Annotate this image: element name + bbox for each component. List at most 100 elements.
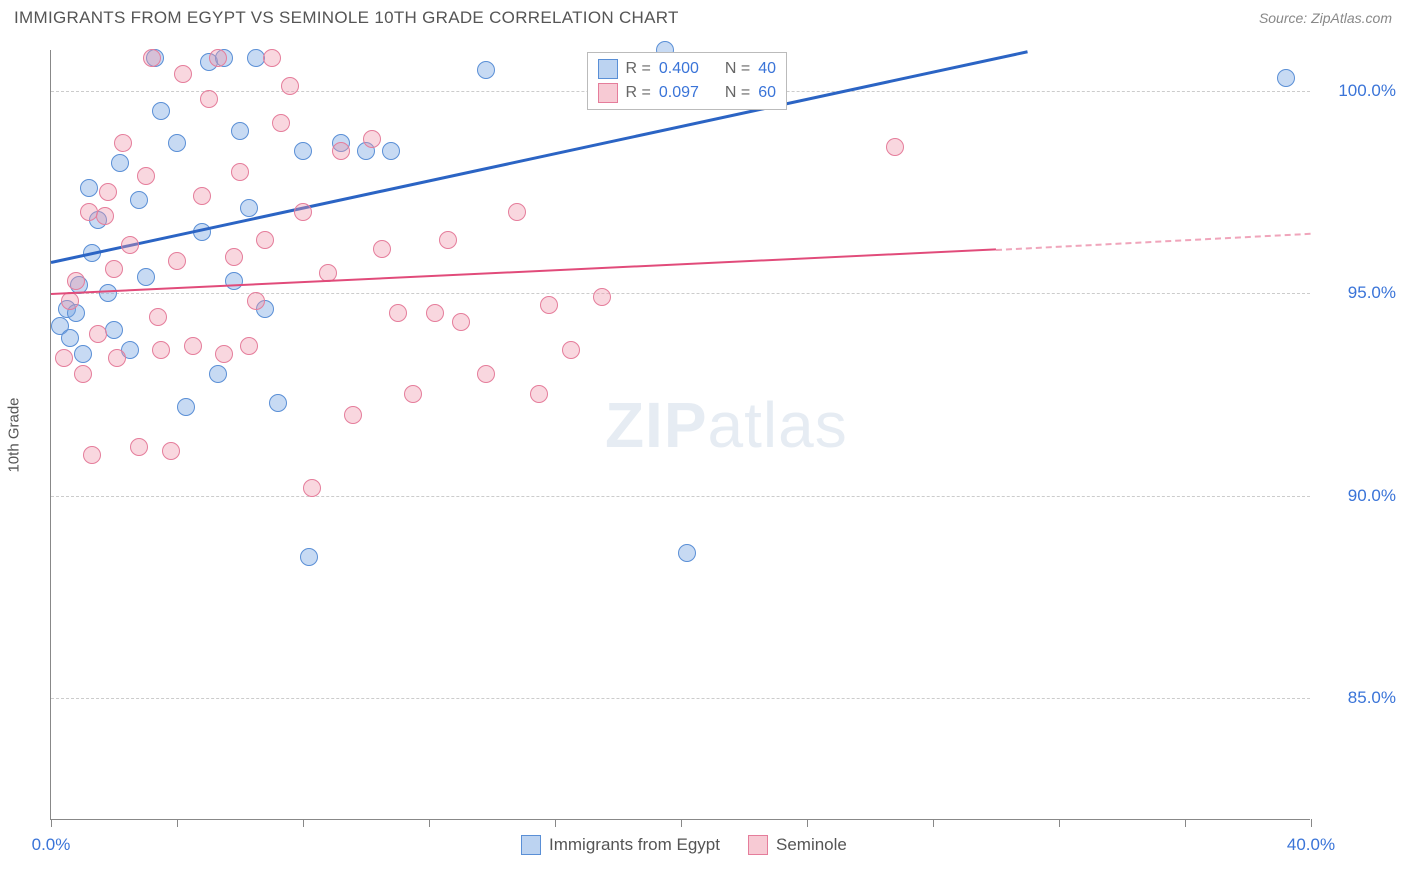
- data-point: [130, 191, 148, 209]
- trend-line-dash: [996, 232, 1311, 250]
- x-tick: [807, 819, 808, 827]
- data-point: [363, 130, 381, 148]
- data-point: [111, 154, 129, 172]
- legend-swatch: [521, 835, 541, 855]
- legend-label: Immigrants from Egypt: [549, 835, 720, 855]
- data-point: [137, 167, 155, 185]
- y-axis-label: 10th Grade: [6, 397, 23, 472]
- data-point: [240, 337, 258, 355]
- data-point: [184, 337, 202, 355]
- data-point: [99, 183, 117, 201]
- n-value: 60: [758, 81, 776, 105]
- data-point: [168, 252, 186, 270]
- data-point: [149, 308, 167, 326]
- data-point: [272, 114, 290, 132]
- x-tick: [555, 819, 556, 827]
- trend-line: [51, 50, 1028, 264]
- x-tick: [51, 819, 52, 827]
- data-point: [263, 49, 281, 67]
- watermark: ZIPatlas: [605, 388, 848, 462]
- data-point: [80, 179, 98, 197]
- data-point: [174, 65, 192, 83]
- n-label: N =: [725, 81, 750, 105]
- data-point: [108, 349, 126, 367]
- data-point: [74, 365, 92, 383]
- data-point: [344, 406, 362, 424]
- data-point: [247, 292, 265, 310]
- y-tick-label: 85.0%: [1348, 688, 1396, 708]
- data-point: [426, 304, 444, 322]
- data-point: [300, 548, 318, 566]
- data-point: [382, 142, 400, 160]
- data-point: [508, 203, 526, 221]
- r-label: R =: [626, 57, 651, 81]
- watermark-zip: ZIP: [605, 389, 708, 461]
- x-tick: [1059, 819, 1060, 827]
- x-tick: [681, 819, 682, 827]
- legend-swatch: [748, 835, 768, 855]
- x-tick-label: 0.0%: [32, 835, 71, 855]
- legend-swatch: [598, 83, 618, 103]
- data-point: [303, 479, 321, 497]
- data-point: [281, 77, 299, 95]
- x-tick: [1311, 819, 1312, 827]
- r-value: 0.097: [659, 81, 699, 105]
- data-point: [593, 288, 611, 306]
- data-point: [477, 365, 495, 383]
- data-point: [143, 49, 161, 67]
- data-point: [61, 329, 79, 347]
- source-label: Source: ZipAtlas.com: [1259, 10, 1392, 26]
- x-tick: [177, 819, 178, 827]
- data-point: [294, 203, 312, 221]
- legend-swatch: [598, 59, 618, 79]
- data-point: [562, 341, 580, 359]
- data-point: [121, 236, 139, 254]
- x-tick: [303, 819, 304, 827]
- data-point: [177, 398, 195, 416]
- data-point: [105, 260, 123, 278]
- data-point: [96, 207, 114, 225]
- n-label: N =: [725, 57, 750, 81]
- data-point: [439, 231, 457, 249]
- data-point: [225, 272, 243, 290]
- data-point: [256, 231, 274, 249]
- data-point: [114, 134, 132, 152]
- legend-row: R =0.400N =40: [598, 57, 777, 81]
- plot-area: ZIPatlas 100.0%95.0%90.0%85.0%0.0%40.0%R…: [50, 50, 1310, 820]
- y-tick-label: 100.0%: [1338, 81, 1396, 101]
- x-tick: [1185, 819, 1186, 827]
- data-point: [215, 345, 233, 363]
- data-point: [67, 272, 85, 290]
- data-point: [130, 438, 148, 456]
- data-point: [137, 268, 155, 286]
- gridline: [51, 293, 1310, 294]
- legend-label: Seminole: [776, 835, 847, 855]
- scatter-chart: ZIPatlas 100.0%95.0%90.0%85.0%0.0%40.0%R…: [50, 50, 1310, 820]
- x-tick-label: 40.0%: [1287, 835, 1335, 855]
- gridline: [51, 698, 1310, 699]
- data-point: [231, 122, 249, 140]
- data-point: [193, 187, 211, 205]
- data-point: [332, 142, 350, 160]
- data-point: [152, 102, 170, 120]
- data-point: [74, 345, 92, 363]
- x-tick: [933, 819, 934, 827]
- data-point: [389, 304, 407, 322]
- series-legend: Immigrants from Egypt Seminole: [521, 835, 847, 855]
- legend-item: Immigrants from Egypt: [521, 835, 720, 855]
- data-point: [209, 49, 227, 67]
- data-point: [373, 240, 391, 258]
- data-point: [99, 284, 117, 302]
- x-tick: [429, 819, 430, 827]
- data-point: [240, 199, 258, 217]
- gridline: [51, 496, 1310, 497]
- chart-title: IMMIGRANTS FROM EGYPT VS SEMINOLE 10TH G…: [14, 8, 679, 28]
- r-label: R =: [626, 81, 651, 105]
- y-tick-label: 90.0%: [1348, 486, 1396, 506]
- trend-line: [51, 249, 996, 296]
- legend-row: R = 0.097 N = 60: [598, 81, 777, 105]
- data-point: [55, 349, 73, 367]
- data-point: [105, 321, 123, 339]
- title-bar: IMMIGRANTS FROM EGYPT VS SEMINOLE 10TH G…: [0, 0, 1406, 34]
- data-point: [269, 394, 287, 412]
